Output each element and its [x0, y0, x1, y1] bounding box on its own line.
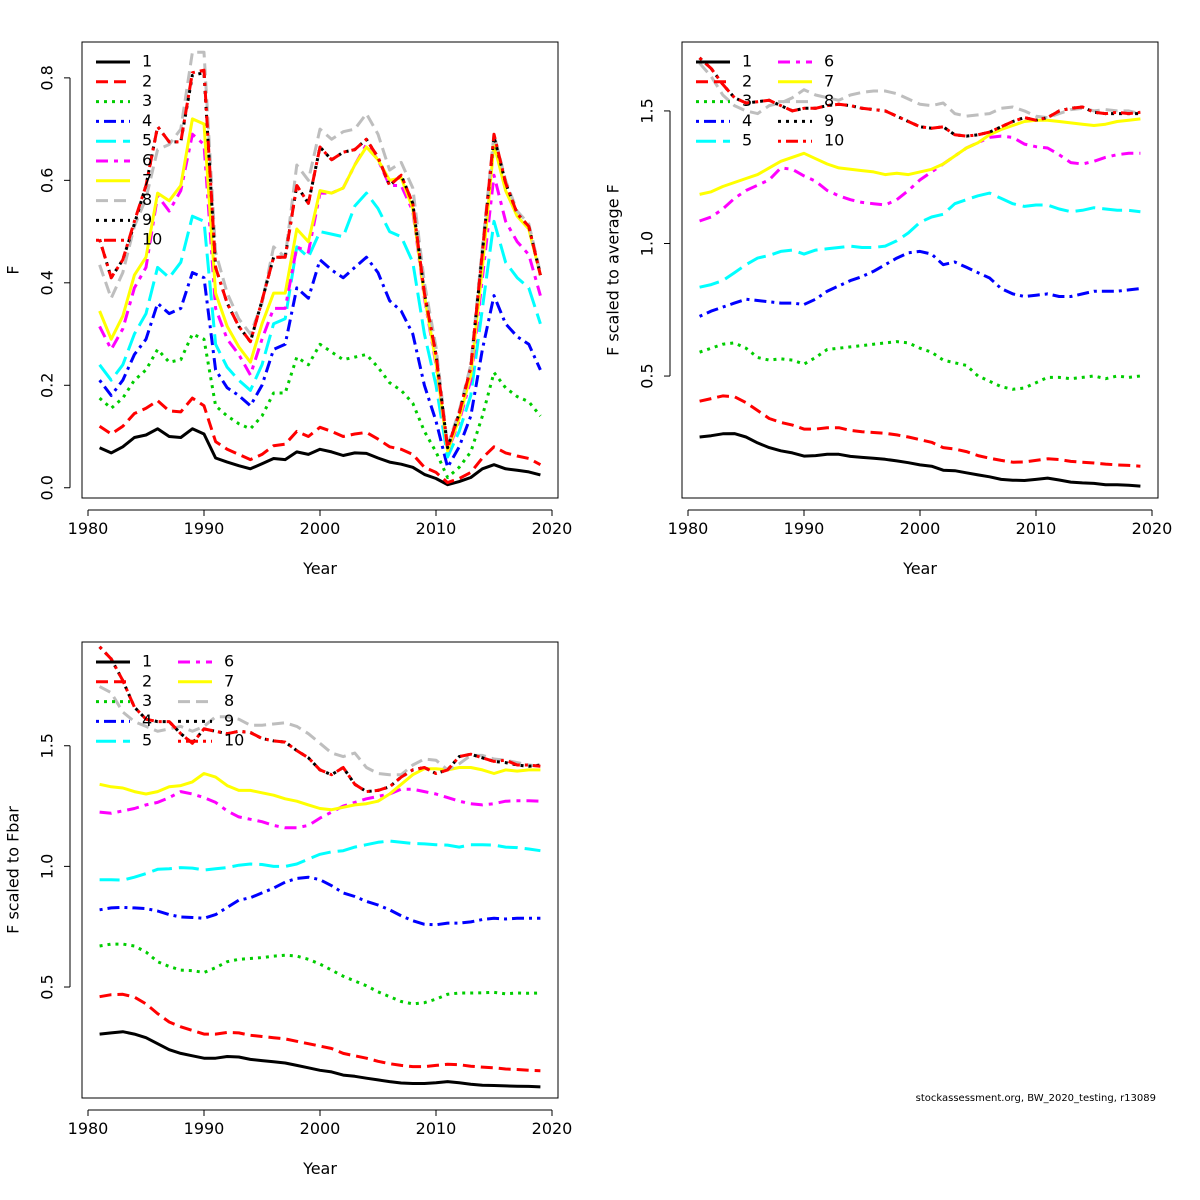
x-axis-label: Year	[302, 1159, 337, 1178]
y-tick-label: 0.0	[38, 475, 57, 500]
x-tick-label: 2020	[532, 519, 573, 538]
series-line-8	[698, 62, 1141, 120]
legend-label-4: 4	[742, 111, 752, 130]
x-tick-label: 2010	[416, 1119, 457, 1138]
legend-label-4: 4	[142, 111, 152, 130]
series-line-4	[698, 249, 1141, 318]
legend-label-10: 10	[142, 230, 162, 249]
series-line-3	[98, 332, 542, 479]
legend-label-3: 3	[142, 91, 152, 110]
y-tick-label: 0.5	[638, 363, 657, 388]
x-tick-label: 2020	[1132, 519, 1173, 538]
legend-label-6: 6	[142, 151, 152, 170]
series-line-5	[699, 191, 1141, 289]
series-line-10	[98, 68, 542, 450]
legend-label-10: 10	[224, 731, 244, 750]
x-tick-label: 2020	[532, 1119, 573, 1138]
y-axis-label: F	[4, 265, 23, 274]
legend-label-9: 9	[142, 210, 152, 229]
series-line-2	[99, 992, 541, 1073]
series-line-1	[98, 427, 541, 487]
y-tick-label: 1.0	[638, 231, 657, 256]
plot-frame	[681, 41, 1159, 499]
series-line-2	[699, 394, 1141, 468]
x-axis-label: Year	[902, 559, 937, 578]
series-line-6	[699, 134, 1141, 223]
series-line-2	[98, 396, 542, 485]
y-tick-label: 1.5	[638, 98, 657, 123]
y-tick-label: 0.6	[38, 168, 57, 193]
footer-credit: stockassessment.org, BW_2020_testing, r1…	[915, 1093, 1156, 1104]
legend-label-3: 3	[142, 691, 152, 710]
legend-label-6: 6	[824, 52, 834, 71]
y-axis-label: F scaled to Fbar	[4, 806, 23, 934]
legend-label-2: 2	[742, 71, 752, 90]
series-line-8	[98, 685, 541, 777]
series-line-7	[99, 766, 541, 812]
y-tick-label: 0.8	[38, 65, 57, 90]
x-tick-label: 2000	[300, 1119, 341, 1138]
y-tick-label: 0.2	[38, 373, 57, 398]
series-line-4	[98, 255, 542, 469]
legend-label-9: 9	[824, 111, 834, 130]
series-line-10	[98, 645, 541, 794]
series-line-7	[699, 117, 1141, 196]
series-line-5	[99, 839, 541, 882]
x-axis-label: Year	[302, 559, 337, 578]
x-tick-label: 2000	[300, 519, 341, 538]
plot-frame	[81, 641, 559, 1099]
x-tick-label: 1980	[668, 519, 709, 538]
legend-label-5: 5	[142, 131, 152, 150]
legend-label-8: 8	[224, 691, 234, 710]
legend-label-3: 3	[742, 91, 752, 110]
plot-frame	[81, 41, 559, 499]
series-line-3	[699, 340, 1141, 391]
x-tick-label: 1990	[184, 1119, 225, 1138]
legend-label-10: 10	[824, 131, 844, 150]
legend-label-7: 7	[142, 170, 152, 189]
x-tick-label: 2000	[900, 519, 941, 538]
x-tick-label: 1990	[184, 519, 225, 538]
legend-label-2: 2	[142, 71, 152, 90]
series-line-4	[99, 875, 541, 927]
x-tick-label: 1990	[784, 519, 825, 538]
series-line-8	[98, 50, 542, 448]
legend-label-4: 4	[142, 711, 152, 730]
legend-label-9: 9	[224, 711, 234, 730]
y-axis-label: F scaled to average F	[604, 184, 623, 356]
series-line-6	[99, 787, 541, 830]
legend-label-5: 5	[142, 731, 152, 750]
legend-label-8: 8	[142, 190, 152, 209]
series-line-3	[99, 942, 541, 1006]
legend-label-5: 5	[742, 131, 752, 150]
y-tick-label: 1.0	[38, 854, 57, 879]
legend-label-2: 2	[142, 671, 152, 690]
series-line-7	[98, 117, 542, 453]
series-line-1	[699, 432, 1141, 488]
x-tick-label: 2010	[1016, 519, 1057, 538]
y-tick-label: 0.4	[38, 270, 57, 295]
series-line-10	[698, 56, 1141, 138]
panel-1: 1980 1990 2000 2010 2020 Year 0.0 0.2 0.4 0.6 0.8 F…	[4, 41, 573, 578]
panel-3: 1980 1990 2000 2010 2020 Year 0.5 1.0 1.5 F scale…	[4, 641, 573, 1178]
legend-label-1: 1	[742, 52, 752, 71]
series-line-5	[98, 191, 542, 459]
series-line-1	[99, 1030, 541, 1089]
legend-label-7: 7	[824, 71, 834, 90]
legend-label-1: 1	[142, 652, 152, 671]
legend-label-8: 8	[824, 91, 834, 110]
x-tick-label: 2010	[416, 519, 457, 538]
legend-label-7: 7	[224, 671, 234, 690]
y-tick-label: 1.5	[38, 733, 57, 758]
y-tick-label: 0.5	[38, 974, 57, 999]
panel-2: 1980 1990 2000 2010 2020 Year 0.5 1.0 1.5 F scale…	[604, 41, 1173, 578]
x-tick-label: 1980	[68, 1119, 109, 1138]
x-tick-label: 1980	[68, 519, 109, 538]
legend-label-6: 6	[224, 652, 234, 671]
legend-label-1: 1	[142, 52, 152, 71]
